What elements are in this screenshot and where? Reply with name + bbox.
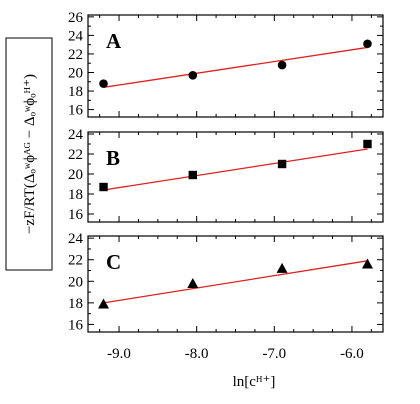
x-tick-label: -7.0 <box>262 346 286 362</box>
y-tick-label: 26 <box>68 10 84 26</box>
data-point-square <box>277 159 287 169</box>
panel-frame <box>87 235 384 333</box>
x-tick-label: -8.0 <box>185 346 209 362</box>
panel-frame <box>87 131 384 223</box>
data-point-square <box>363 139 372 149</box>
panel-a: 16 18 20 22 24 26 A <box>68 10 384 119</box>
data-point-circle <box>363 39 372 49</box>
y-tick-label: 24 <box>68 127 84 143</box>
data-point-square <box>99 182 108 192</box>
y-tick-label: 22 <box>68 147 83 163</box>
y-axis-label: −zF/RT(Δₒʷϕᴬᴳ − Δₒʷϕₒᴴ⁺) <box>5 37 53 271</box>
y-tick-label: 16 <box>68 317 84 333</box>
x-tick-label: -6.0 <box>340 346 364 362</box>
data-point-square <box>188 170 198 180</box>
panel-frame <box>87 14 384 118</box>
y-axis-label-frame <box>5 37 53 271</box>
x-axis-label: ln[cᴴ⁺] <box>233 374 276 390</box>
y-tick-label: 18 <box>68 187 83 203</box>
fit-line <box>103 46 368 88</box>
y-tick-label: 22 <box>68 253 83 269</box>
chart-panels: 16 18 20 22 24 26 A 16 18 20 22 24 B 16 18 20 22 24 C <box>68 10 384 333</box>
panel-c: 16 18 20 22 24 C <box>68 231 384 333</box>
data-point-circle <box>277 60 287 70</box>
y-tick-label: 24 <box>68 231 84 247</box>
y-tick-label: 16 <box>68 207 84 223</box>
fit-line <box>103 260 368 304</box>
data-point-circle <box>99 79 108 88</box>
y-tick-label: 20 <box>68 65 83 81</box>
y-tick-label: 24 <box>68 28 84 44</box>
fit-line <box>103 148 368 191</box>
y-tick-label: 20 <box>68 167 83 183</box>
y-tick-label: 16 <box>68 103 84 119</box>
panel-b: 16 18 20 22 24 B <box>68 127 384 223</box>
y-tick-label: 18 <box>68 84 83 100</box>
y-tick-label: 22 <box>68 47 83 63</box>
y-tick-label: 20 <box>68 274 83 290</box>
y-axis-label-text: −zF/RT(Δₒʷϕᴬᴳ − Δₒʷϕₒᴴ⁺) <box>22 74 38 234</box>
panel-label: A <box>106 29 122 53</box>
y-tick-label: 18 <box>68 296 83 312</box>
data-point-triangle <box>98 298 110 309</box>
data-point-triangle <box>276 262 288 273</box>
data-point-circle <box>188 70 198 80</box>
data-point-triangle <box>187 277 199 288</box>
x-tick-label: -9.0 <box>107 346 131 362</box>
x-axis: -9.0 -8.0 -7.0 -6.0 <box>107 346 364 362</box>
panel-label: B <box>106 146 120 170</box>
panel-label: C <box>106 250 121 274</box>
data-point-triangle <box>361 258 373 269</box>
